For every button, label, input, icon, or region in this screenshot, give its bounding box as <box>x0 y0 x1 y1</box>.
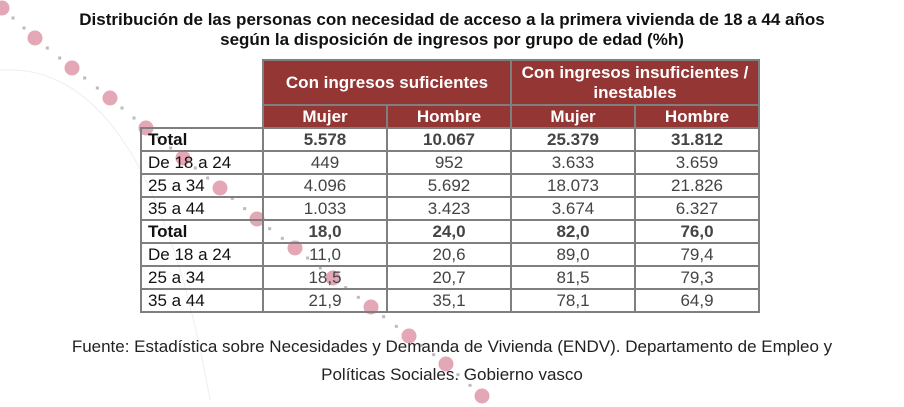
table-cell: 31.812 <box>634 127 760 152</box>
table-cell: 35,1 <box>386 288 512 313</box>
decorative-dot-small <box>394 324 398 328</box>
table-cell: 18,5 <box>262 265 388 290</box>
group-header: Con ingresos insuficientes / inestables <box>510 59 760 106</box>
row-label: 35 a 44 <box>140 196 264 221</box>
decorative-dot <box>474 388 490 404</box>
decorative-dot-small <box>11 16 15 20</box>
decorative-dot-small <box>432 353 436 357</box>
table-cell: 3.423 <box>386 196 512 221</box>
table-cell: 25.379 <box>510 127 636 152</box>
decorative-dot-small <box>58 56 62 60</box>
column-header: Hombre <box>634 104 760 129</box>
table-cell: 76,0 <box>634 219 760 244</box>
table-cell: 3.659 <box>634 150 760 175</box>
table-cell: 82,0 <box>510 219 636 244</box>
source-note: Fuente: Estadística sobre Necesidades y … <box>71 337 833 384</box>
decorative-dot-small <box>456 373 460 377</box>
column-header: Mujer <box>510 104 636 129</box>
table-title: Distribución de las personas con necesid… <box>79 10 825 49</box>
table-cell: 449 <box>262 150 388 175</box>
column-header: Hombre <box>386 104 512 129</box>
table-cell: 3.674 <box>510 196 636 221</box>
row-label: 25 a 34 <box>140 173 264 198</box>
row-label: Total <box>140 219 264 244</box>
table-cell: 24,0 <box>386 219 512 244</box>
decorative-dot <box>64 60 80 76</box>
decorative-dot-small <box>132 116 136 120</box>
table-cell: 10.067 <box>386 127 512 152</box>
table-cell: 952 <box>386 150 512 175</box>
table-cell: 21.826 <box>634 173 760 198</box>
table-cell: 21,9 <box>262 288 388 313</box>
table-cell: 1.033 <box>262 196 388 221</box>
table-cell: 11,0 <box>262 242 388 267</box>
table-row: 35 a 44 21,9 35,1 78,1 64,9 <box>140 288 760 313</box>
table-row: 35 a 44 1.033 3.423 3.674 6.327 <box>140 196 760 221</box>
table-row: Total 18,0 24,0 82,0 76,0 <box>140 219 760 244</box>
table-row: 25 a 34 4.096 5.692 18.073 21.826 <box>140 173 760 198</box>
decorative-dot-small <box>45 46 49 50</box>
group-header: Con ingresos suficientes <box>262 59 512 106</box>
table-cell: 20,6 <box>386 242 512 267</box>
table-cell: 18.073 <box>510 173 636 198</box>
decorative-dot-small <box>468 383 472 387</box>
table-cell: 3.633 <box>510 150 636 175</box>
decorative-dot-small <box>120 106 124 110</box>
row-label: Total <box>140 127 264 152</box>
table-cell: 4.096 <box>262 173 388 198</box>
table-cell: 18,0 <box>262 219 388 244</box>
table-cell: 89,0 <box>510 242 636 267</box>
table-row: De 18 a 24 449 952 3.633 3.659 <box>140 150 760 175</box>
decorative-dot <box>0 0 10 16</box>
decorative-dot-small <box>22 26 26 30</box>
decorative-arc <box>0 69 211 401</box>
table-cell: 5.578 <box>262 127 388 152</box>
decorative-dot <box>438 356 454 372</box>
decorative-dot-small <box>95 86 99 90</box>
row-label: 25 a 34 <box>140 265 264 290</box>
decorative-dot <box>401 328 417 344</box>
column-header: Mujer <box>262 104 388 129</box>
decorative-dot-small <box>382 315 386 319</box>
decorative-dot <box>102 90 118 106</box>
row-label: 35 a 44 <box>140 288 264 313</box>
row-label: De 18 a 24 <box>140 150 264 175</box>
decorative-dot <box>27 30 43 46</box>
table-cell: 81,5 <box>510 265 636 290</box>
table-row: 25 a 34 18,5 20,7 81,5 79,3 <box>140 265 760 290</box>
data-table: Con ingresos suficientes Con ingresos in… <box>140 59 760 313</box>
table-cell: 6.327 <box>634 196 760 221</box>
table-cell: 20,7 <box>386 265 512 290</box>
decorative-dot-small <box>419 343 423 347</box>
table-row: Total 5.578 10.067 25.379 31.812 <box>140 127 760 152</box>
table-cell: 79,3 <box>634 265 760 290</box>
table-cell: 64,9 <box>634 288 760 313</box>
table-cell: 5.692 <box>386 173 512 198</box>
decorative-dot-small <box>83 76 87 80</box>
table-cell: 78,1 <box>510 288 636 313</box>
table-row: De 18 a 24 11,0 20,6 89,0 79,4 <box>140 242 760 267</box>
row-label: De 18 a 24 <box>140 242 264 267</box>
table-cell: 79,4 <box>634 242 760 267</box>
